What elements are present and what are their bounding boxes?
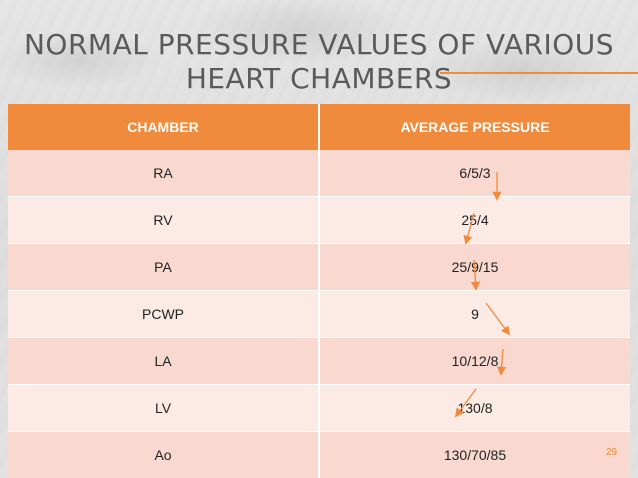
table-header-row: CHAMBER AVERAGE PRESSURE <box>8 104 630 150</box>
table-row: RA 6/5/3 <box>8 150 630 197</box>
table-row: PA 25/9/15 <box>8 243 630 291</box>
slide-title: NORMAL PRESSURE VALUES OF VARIOUS HEART … <box>23 28 615 95</box>
pressure-cell: 130/70/85 <box>318 431 630 478</box>
table-row: LV 130/8 <box>8 384 630 432</box>
chamber-cell: Ao <box>8 431 319 478</box>
title-underline <box>440 72 638 74</box>
pressure-cell: 130/8 <box>318 384 630 432</box>
column-header-chamber: CHAMBER <box>8 104 319 150</box>
table-row: PCWP 9 <box>8 290 630 338</box>
chamber-cell: PA <box>8 243 319 291</box>
pressure-cell: 6/5/3 <box>318 150 630 197</box>
pressure-table: CHAMBER AVERAGE PRESSURE RA 6/5/3 RV 25/… <box>8 104 630 478</box>
chamber-cell: RV <box>8 196 319 244</box>
table-row: LA 10/12/8 <box>8 337 630 385</box>
chamber-cell: LV <box>8 384 319 432</box>
table-row: Ao 130/70/85 <box>8 431 630 478</box>
pressure-cell: 25/9/15 <box>318 243 630 291</box>
table-row: RV 25/4 <box>8 196 630 244</box>
page-number: 29 <box>606 447 618 458</box>
chamber-cell: PCWP <box>8 290 319 338</box>
column-header-average-pressure: AVERAGE PRESSURE <box>318 104 630 150</box>
pressure-cell: 9 <box>318 290 630 338</box>
pressure-cell: 25/4 <box>318 196 630 244</box>
chamber-cell: RA <box>8 150 319 197</box>
pressure-cell: 10/12/8 <box>318 337 630 385</box>
chamber-cell: LA <box>8 337 319 385</box>
